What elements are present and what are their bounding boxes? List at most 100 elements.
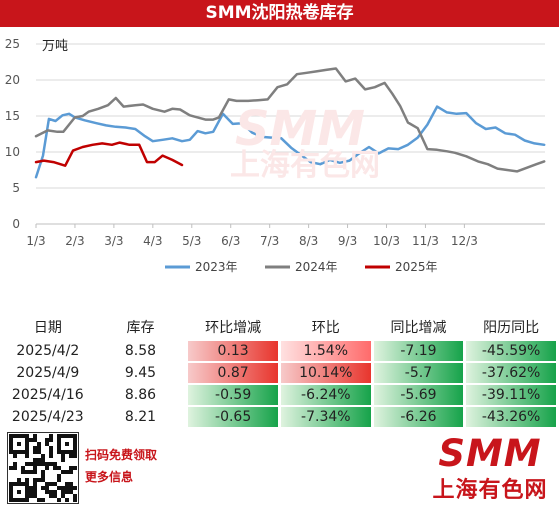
qr-module [45, 482, 49, 486]
qr-module [9, 490, 13, 494]
qr-module [9, 438, 13, 442]
qr-module [73, 438, 77, 442]
x-tick-label: 2/3 [65, 234, 84, 248]
qr-module [49, 434, 53, 438]
watermark-smm: SMM [235, 101, 365, 157]
qr-module [25, 486, 29, 490]
qr-module [65, 482, 69, 486]
qr-module [61, 454, 65, 458]
qr-module [41, 470, 45, 474]
qr-module [25, 446, 29, 450]
x-tick-label: 9/3 [338, 234, 357, 248]
header-mom: 环比 [311, 320, 340, 336]
scan-text: 扫码免费领取 [85, 448, 158, 462]
chart-axes: 0 5 10 15 20 25 1/3 2/3 3/3 4/3 5/3 6/3 7/3 8/3 9/3 10/… [5, 37, 545, 248]
qr-module [73, 494, 77, 498]
qr-module [73, 466, 77, 470]
qr-module [25, 450, 29, 454]
qr-module [9, 450, 13, 454]
qr-module [17, 490, 21, 494]
qr-module [61, 494, 65, 498]
qr-module [73, 498, 77, 502]
qr-module [17, 434, 21, 438]
x-tick-label: 5/3 [182, 234, 201, 248]
qr-module [37, 450, 41, 454]
table-row: 2025/4/9 9.45 0.87 10.14% -5.7 -37.62% [3, 363, 556, 383]
qr-module [25, 454, 29, 458]
x-tick-label: 12/3 [451, 234, 478, 248]
qr-module [41, 498, 45, 502]
qr-module [13, 434, 17, 438]
qr-module [33, 478, 37, 482]
y-tick-label: 0 [12, 217, 20, 231]
qr-module [29, 486, 33, 490]
qr-module [9, 498, 13, 502]
qr-module [41, 454, 45, 458]
qr-module [17, 478, 21, 482]
qr-module [25, 470, 29, 474]
header-yoy-diff: 同比增减 [390, 320, 447, 336]
x-tick-label: 4/3 [143, 234, 162, 248]
qr-module [57, 442, 61, 446]
qr-module [33, 458, 37, 462]
cell-mom-diff: -0.65 [188, 407, 278, 427]
qr-module [61, 458, 65, 462]
qr-module [53, 494, 57, 498]
qr-module [33, 470, 37, 474]
x-tick-label: 1/3 [26, 234, 45, 248]
qr-module [45, 462, 49, 466]
qr-module [25, 490, 29, 494]
cell-yoy-diff: -7.19 [373, 341, 464, 361]
qr-module [53, 466, 57, 470]
qr-module [33, 466, 37, 470]
cell-yoy: -39.11% [466, 385, 556, 405]
qr-module [17, 442, 21, 446]
y-unit-label: 万吨 [42, 39, 68, 54]
qr-module [61, 470, 65, 474]
cell-yoy-diff: -6.26 [373, 407, 464, 427]
cell-yoy: -43.26% [466, 407, 556, 427]
legend-label: 2023年 [195, 260, 238, 274]
qr-module [49, 450, 53, 454]
smm-logo: SMM [438, 432, 542, 475]
qr-module [73, 446, 77, 450]
y-tick-label: 15 [5, 109, 20, 123]
qr-module [25, 434, 29, 438]
qr-module [29, 490, 33, 494]
qr-module [49, 438, 53, 442]
cell-date: 2025/4/23 [11, 409, 84, 425]
more-info-text: 更多信息 [85, 470, 134, 484]
table-row: 2025/4/16 8.86 -0.59 -6.24% -5.69 -39.11… [3, 385, 556, 405]
qr-module [21, 482, 25, 486]
qr-module [61, 490, 65, 494]
qr-module [33, 446, 37, 450]
qr-module [73, 434, 77, 438]
cell-mom: 10.14% [280, 363, 371, 383]
qr-code[interactable] [7, 432, 79, 504]
qr-module [13, 462, 17, 466]
qr-module [69, 490, 73, 494]
qr-module [37, 478, 41, 482]
header-stock: 库存 [126, 320, 155, 336]
y-tick-label: 20 [5, 73, 20, 87]
table-row: 2025/4/2 8.58 0.13 1.54% -7.19 -45.59% [3, 341, 556, 361]
qr-module [9, 446, 13, 450]
qr-module [25, 478, 29, 482]
qr-module [13, 482, 17, 486]
chart-legend: 2023年 2024年 2025年 [165, 260, 438, 274]
qr-module [45, 466, 49, 470]
qr-module [65, 498, 69, 502]
header-date: 日期 [33, 320, 62, 336]
qr-module [29, 462, 33, 466]
x-tick-label: 11/3 [412, 234, 439, 248]
qr-module [49, 454, 53, 458]
cell-date: 2025/4/2 [16, 343, 80, 359]
qr-module [69, 450, 73, 454]
qr-module [21, 466, 25, 470]
qr-module [65, 490, 69, 494]
qr-module [45, 486, 49, 490]
qr-module [21, 450, 25, 454]
qr-module [9, 494, 13, 498]
qr-module [25, 482, 29, 486]
x-tick-label: 6/3 [221, 234, 240, 248]
